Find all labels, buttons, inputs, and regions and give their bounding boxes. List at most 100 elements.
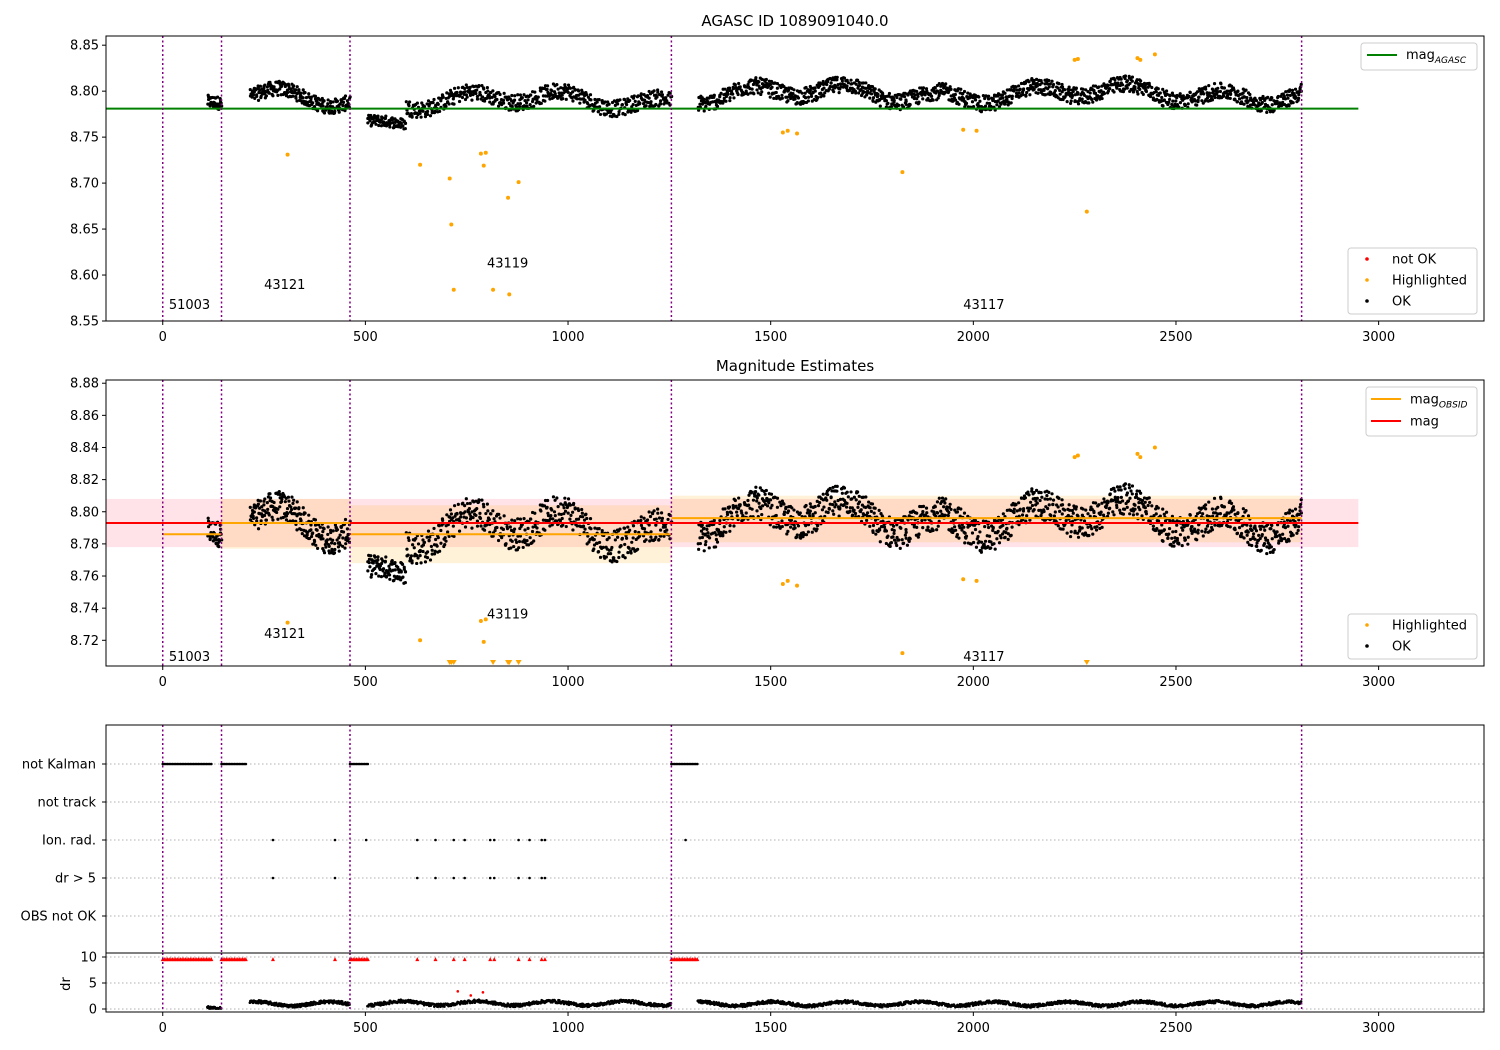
panel1-ok-point: [1233, 98, 1237, 102]
panel2-ok-point: [206, 525, 211, 529]
panel1-ok-point: [752, 92, 756, 96]
panel2-ok-point: [925, 511, 929, 515]
panel1-ok-point: [294, 88, 298, 92]
dr-ok-points: [206, 998, 1303, 1010]
panel2-ok-point: [856, 505, 860, 509]
panel1-ok-point: [840, 79, 844, 83]
panel1-highlighted-point: [1084, 209, 1089, 214]
panel2-ok-point: [1048, 497, 1052, 501]
panel2-legend-marker: [1365, 623, 1369, 627]
panel2-ok-point: [1115, 485, 1120, 489]
panel1-legend-label: not OK: [1392, 253, 1437, 268]
panel2-ok-point: [744, 511, 748, 515]
panel2-obsid-label: 43121: [264, 627, 305, 642]
panel1-ok-point: [545, 87, 549, 91]
panel1-ok-point: [276, 93, 280, 97]
panel1-ok-point: [1204, 85, 1208, 89]
panel2-ok-point: [1234, 518, 1238, 522]
flags-point: [488, 838, 492, 842]
panel1-ok-point: [636, 94, 640, 98]
panel1-ok-point: [425, 112, 430, 117]
panel2-ok-point: [946, 513, 950, 518]
panel1-ok-point: [780, 96, 784, 100]
panel2-ok-point: [751, 498, 756, 502]
panel1-ok-point: [892, 98, 896, 103]
panel2-ok-point: [552, 510, 557, 514]
panel1-highlighted-point: [478, 151, 483, 156]
panel2-ok-point: [481, 502, 486, 506]
panel2-ok-point: [430, 552, 434, 556]
panel1-ok-point: [1276, 94, 1280, 99]
panel2-ytick-label: 8.80: [70, 505, 99, 520]
panel2-ok-point: [1118, 508, 1122, 512]
panel1-ok-point: [1186, 102, 1190, 106]
panel2-ok-point: [1196, 531, 1200, 535]
panel2-ok-point: [868, 524, 872, 528]
panel2-offscale-marker: [1083, 660, 1090, 665]
panel2-ok-point: [1090, 527, 1094, 531]
panel2-ok-point: [654, 535, 658, 539]
panel2-ok-point: [613, 538, 617, 542]
panel2-ok-point: [428, 558, 433, 562]
panel2-ok-point: [584, 512, 588, 516]
panel1-ok-point: [786, 99, 790, 103]
panel2-ok-point: [448, 515, 452, 519]
panel2-ok-point: [425, 550, 430, 554]
flags-point: [684, 838, 687, 842]
panel1-highlighted-point: [1075, 56, 1080, 61]
panel1-legend-upper: [1360, 42, 1478, 71]
panel1-ok-point: [419, 115, 423, 119]
panel1-ok-points: [206, 74, 1303, 131]
panel2-ok-point: [900, 538, 904, 542]
panel2-ok-point: [378, 567, 382, 572]
panel2-ok-point: [825, 498, 829, 502]
panel2-ok-point: [1164, 510, 1169, 514]
panel2-ok-point: [973, 518, 978, 523]
panel2-ok-point: [789, 525, 793, 529]
panel1-ok-point: [459, 91, 463, 95]
panel1-ok-point: [1275, 99, 1279, 103]
panel2-ok-point: [1255, 541, 1259, 545]
panel2-ok-point: [263, 497, 267, 501]
dr-ytick-label: 10: [80, 951, 97, 966]
panel2-ok-point: [393, 560, 397, 565]
panel1-ok-point: [1121, 89, 1126, 94]
panel1-ok-point: [933, 86, 937, 90]
panel1-ok-point: [1197, 95, 1201, 99]
panel1-ok-point: [384, 114, 388, 118]
panel2-ok-point: [285, 506, 290, 511]
panel2-ok-point: [553, 498, 557, 502]
panel2-ok-point: [936, 524, 940, 528]
panel1-ok-point: [1047, 78, 1051, 83]
panel1-ok-point: [1008, 94, 1012, 98]
panel1-ok-point: [1188, 90, 1192, 95]
panel1-ok-point: [1150, 85, 1154, 90]
flags-point: [543, 838, 547, 842]
panel2-ok-point: [1088, 514, 1092, 518]
panel2-ok-point: [333, 547, 337, 552]
panel2-ok-point: [1009, 508, 1013, 513]
panel2-ok-point: [904, 528, 908, 532]
panel2-ok-point: [850, 506, 854, 510]
panel1-ok-point: [426, 99, 431, 103]
panel1-highlighted-point: [900, 170, 905, 175]
panel1-ok-point: [490, 95, 494, 99]
panel2-ok-point: [514, 538, 518, 542]
panel1-ok-point: [836, 82, 840, 87]
panel2-ok-point: [878, 528, 882, 532]
panel2-ok-point: [551, 495, 556, 499]
panel1-ok-point: [470, 90, 474, 94]
panel1-legend-label: magAGASC: [1406, 48, 1467, 66]
panel2-ok-point: [1047, 490, 1051, 495]
panel2-ok-point: [1268, 550, 1272, 554]
panel2-ok-point: [1133, 503, 1137, 507]
panel1-ok-point: [861, 81, 866, 85]
panel1-ok-point: [496, 104, 501, 108]
panel1-ok-point: [1093, 91, 1098, 95]
panel1-ok-point: [1216, 90, 1220, 94]
panel2-ok-point: [311, 531, 315, 535]
panel1-ok-point: [263, 83, 267, 87]
panel1-ok-point: [908, 103, 912, 107]
panel1-ok-point: [331, 100, 335, 104]
panel1-ok-point: [559, 86, 563, 90]
